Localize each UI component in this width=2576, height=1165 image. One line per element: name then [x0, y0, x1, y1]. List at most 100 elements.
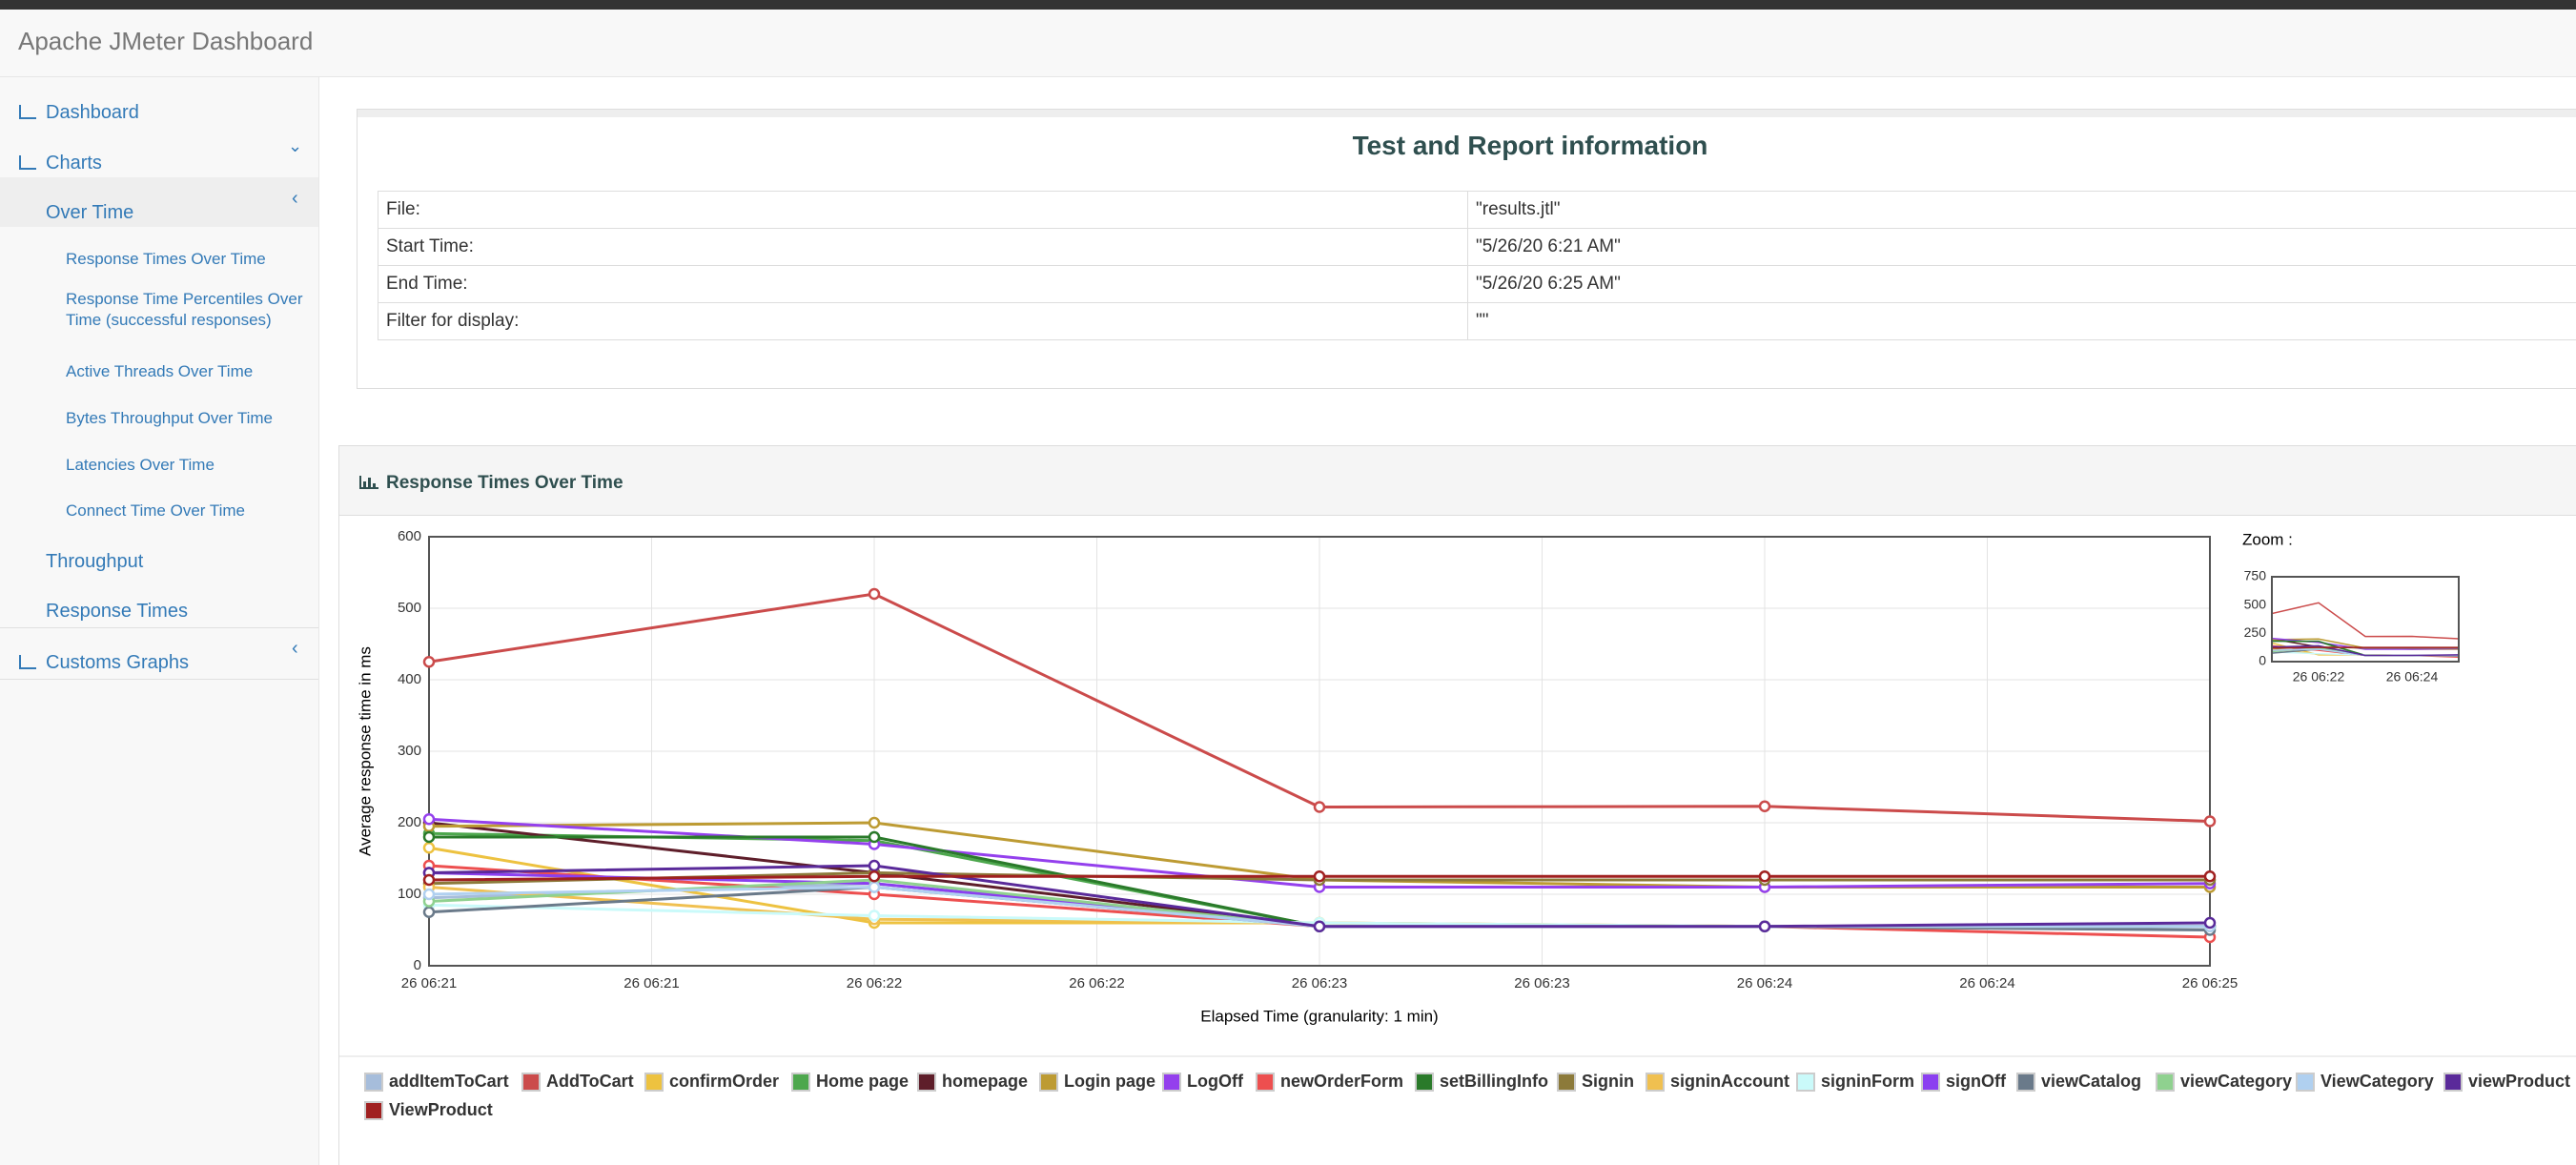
data-point	[422, 873, 436, 887]
table-row: Filter for display: ""	[378, 302, 2576, 340]
legend-swatch	[917, 1073, 936, 1092]
legend-label: homepage	[942, 1072, 1028, 1091]
brand[interactable]: Apache JMeter Dashboard	[18, 27, 314, 55]
legend-label: ViewProduct	[389, 1100, 493, 1119]
data-point	[422, 813, 436, 826]
zoom-label: Zoom :	[2242, 530, 2293, 548]
nav-link[interactable]: Response Times	[46, 601, 188, 622]
table-cell: ""	[1467, 302, 2576, 340]
legend-swatch	[1646, 1073, 1665, 1092]
data-point	[1313, 870, 1326, 883]
legend-label: addItemToCart	[389, 1072, 509, 1091]
series-line	[2271, 602, 2460, 640]
nav-link[interactable]: Active Threads Over Time	[66, 362, 254, 380]
info-table: File: "results.jtl" Start Time: "5/26/20 6:…	[378, 191, 2576, 340]
panel-heading	[339, 446, 2576, 516]
data-point	[422, 656, 436, 668]
legend-swatch	[1039, 1073, 1058, 1092]
legend-swatch	[521, 1073, 541, 1092]
chart-icon	[359, 476, 378, 489]
legend-label: LogOff	[1187, 1072, 1244, 1091]
top-bar	[0, 0, 2576, 10]
legend-swatch	[1162, 1073, 1181, 1092]
zoom-y-tick-label: 750	[2244, 568, 2267, 583]
nav-link[interactable]: Response Time Percentiles Over Time (suc…	[66, 290, 303, 329]
data-point	[1313, 920, 1326, 932]
data-point	[868, 816, 881, 829]
legend-swatch	[1557, 1073, 1576, 1092]
data-point	[2203, 815, 2217, 828]
nav-link[interactable]: Dashboard	[46, 102, 139, 123]
chart-panel	[338, 445, 2576, 1165]
active-item-bg	[0, 177, 318, 227]
legend-swatch	[791, 1073, 810, 1092]
series-line	[2271, 644, 2460, 657]
data-point	[1758, 870, 1771, 883]
data-point	[868, 587, 881, 601]
x-tick-label: 26 06:23	[1292, 975, 1347, 991]
legend-swatch	[364, 1073, 383, 1092]
legend-label: Home page	[816, 1072, 909, 1091]
data-point	[422, 906, 436, 918]
y-tick-label: 400	[398, 671, 421, 687]
x-axis-label: Elapsed Time (granularity: 1 min)	[1200, 1007, 1438, 1025]
legend-swatch	[1921, 1073, 1940, 1092]
chart-title: Response Times Over Time	[386, 473, 624, 493]
zoom-y-tick-label: 250	[2244, 624, 2267, 640]
legend-label: ViewCategory	[2320, 1072, 2434, 1091]
legend-label: AddToCart	[546, 1072, 634, 1091]
legend-swatch	[2156, 1073, 2175, 1092]
legend-swatch	[364, 1101, 383, 1120]
nav-link[interactable]: Latencies Over Time	[66, 456, 215, 474]
legend-label: newOrderForm	[1280, 1072, 1403, 1091]
y-axis-label: Average response time in ms	[356, 646, 374, 856]
data-point	[1313, 801, 1326, 813]
sidebar: ⌄ ‹ ‹ Dashboard Charts Over Time Response T…	[0, 77, 319, 1165]
legend-label: Signin	[1582, 1072, 1634, 1091]
nav-link[interactable]: Response Times Over Time	[66, 250, 266, 268]
nav-link[interactable]: Bytes Throughput Over Time	[66, 409, 274, 427]
nav-link[interactable]: Connect Time Over Time	[66, 501, 246, 520]
x-tick-label: 26 06:22	[1069, 975, 1124, 991]
chevron: ‹	[292, 188, 298, 209]
info-panel: Test and Report information File: "result…	[357, 109, 2576, 389]
nav-icon	[19, 155, 36, 170]
x-tick-label: 26 06:21	[401, 975, 457, 991]
data-point	[868, 910, 881, 922]
x-tick-label: 26 06:22	[847, 975, 902, 991]
nav-link[interactable]: Customs Graphs	[46, 652, 190, 673]
nav-link[interactable]: Throughput	[46, 551, 144, 572]
legend-label: signinAccount	[1670, 1072, 1789, 1091]
legend-label: Login page	[1064, 1072, 1155, 1091]
table-row: File: "results.jtl"	[378, 191, 2576, 229]
y-tick-label: 100	[398, 886, 421, 902]
data-point	[1758, 920, 1771, 932]
data-point	[2203, 870, 2217, 883]
y-tick-label: 0	[414, 957, 421, 973]
legend-swatch	[2296, 1073, 2315, 1092]
nav-icon	[19, 655, 36, 669]
table-row: Start Time: "5/26/20 6:21 AM"	[378, 228, 2576, 266]
x-tick-label: 26 06:24	[1959, 975, 2014, 991]
legend-swatch	[1256, 1073, 1275, 1092]
data-point	[868, 830, 881, 844]
data-point	[1758, 800, 1771, 812]
data-point	[422, 842, 436, 854]
nav-link[interactable]: Charts	[46, 153, 102, 174]
zoom-border	[2271, 576, 2460, 663]
data-point	[422, 830, 436, 844]
data-point	[868, 881, 881, 893]
legend-swatch	[2443, 1073, 2463, 1092]
chevron: ⌄	[288, 136, 303, 155]
nav-link[interactable]: Over Time	[46, 202, 134, 223]
y-tick-label: 600	[398, 528, 421, 544]
x-tick-label: 26 06:25	[2182, 975, 2238, 991]
legend-label: viewCategory	[2180, 1072, 2292, 1091]
data-point	[2203, 916, 2217, 930]
legend-swatch	[1415, 1073, 1434, 1092]
legend-label: viewCatalog	[2041, 1072, 2141, 1091]
legend-label: confirmOrder	[669, 1072, 779, 1091]
zoom-y-tick-label: 0	[2259, 653, 2266, 668]
